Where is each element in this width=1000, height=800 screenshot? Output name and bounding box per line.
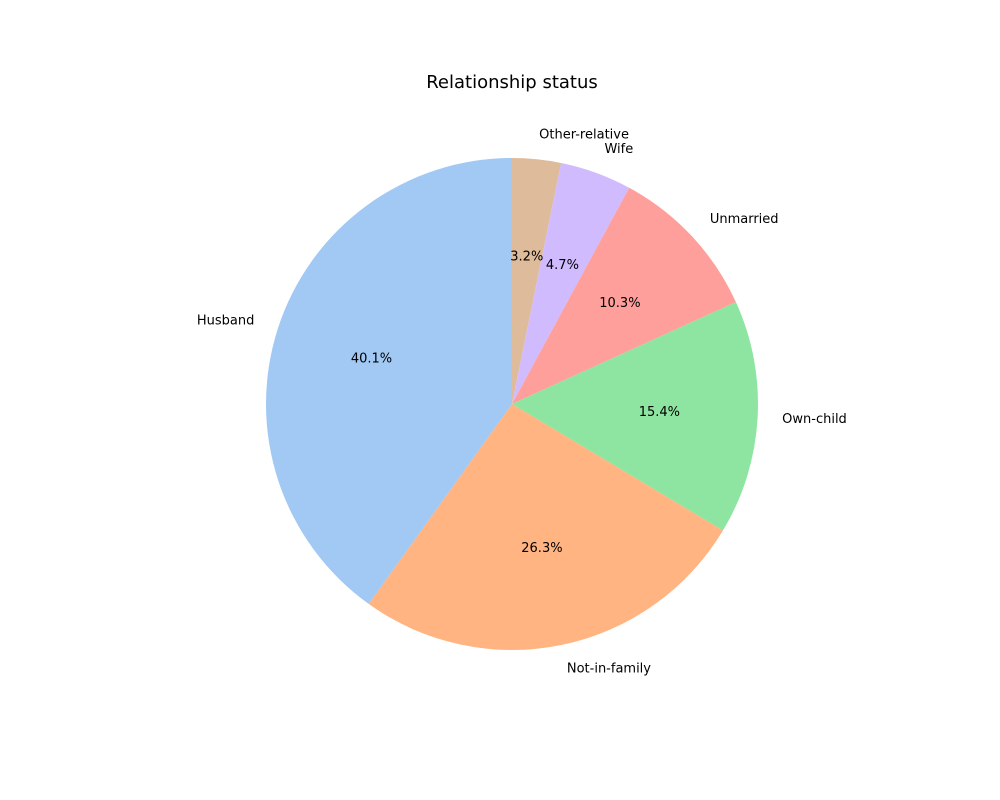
pie-slice-unmarried — [512, 187, 736, 404]
pie-slice-other-relative — [512, 158, 562, 404]
slice-label-own-child: Own-child — [782, 412, 847, 427]
pct-label-unmarried: 10.3% — [599, 296, 640, 311]
percentage-labels: 3.2%4.7% 10.3% 15.4% 26.3% 40.1% — [351, 250, 680, 556]
slice-label-husband: Husband — [197, 314, 255, 329]
pct-label-own-child: 15.4% — [639, 405, 680, 420]
slice-label-wife: Wife — [604, 142, 633, 157]
slice-label-other-relative: Other-relative — [539, 127, 629, 142]
pie-slices — [266, 158, 759, 650]
slice-label-unmarried: Unmarried — [710, 212, 779, 227]
pct-label-not-in-family: 26.3% — [521, 541, 562, 556]
pie-slice-wife — [512, 162, 630, 404]
slice-label-not-in-family: Not-in-family — [567, 661, 651, 676]
pct-label-wife: 4.7% — [546, 258, 579, 273]
pct-label-other-relative: 3.2% — [510, 250, 543, 265]
pie-slice-own-child — [512, 302, 759, 531]
pie-slice-husband — [266, 158, 512, 604]
pct-label-husband: 40.1% — [351, 351, 392, 366]
chart-title: Relationship status — [426, 72, 598, 93]
pie-slice-not-in-family — [368, 404, 723, 650]
